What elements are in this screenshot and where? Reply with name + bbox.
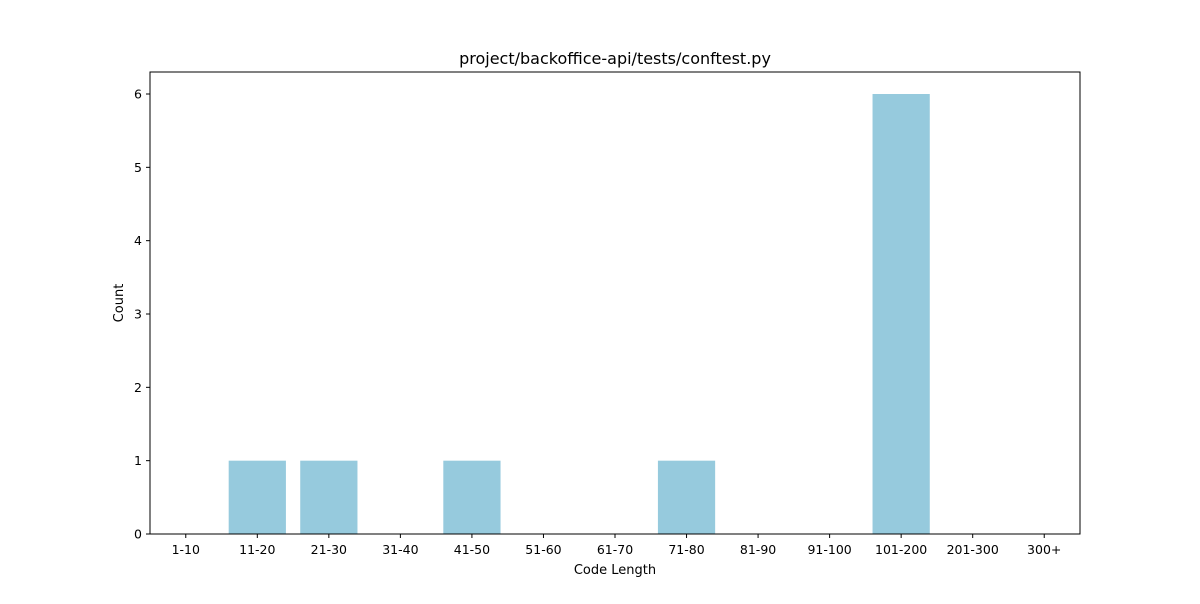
y-axis: 0 1 2 3 4 5 6 <box>134 87 150 542</box>
x-axis: 1-10 11-20 21-30 31-40 41-50 51-60 61-70 71-80 8… <box>172 534 1061 557</box>
x-tick-label: 31-40 <box>382 542 418 557</box>
x-tick-label: 21-30 <box>311 542 347 557</box>
bar-11-20 <box>228 460 286 534</box>
chart-title: project/backoffice-api/tests/conftest.py <box>459 49 771 68</box>
x-tick-label: 91-100 <box>807 542 851 557</box>
plot-area <box>228 94 930 534</box>
x-tick-label: 81-90 <box>740 542 776 557</box>
y-tick-label: 1 <box>134 453 142 468</box>
bar-21-30 <box>300 460 358 534</box>
x-tick-label: 300+ <box>1027 542 1061 557</box>
y-tick-label: 2 <box>134 380 142 395</box>
x-tick-label: 201-300 <box>947 542 999 557</box>
x-tick-label: 11-20 <box>239 542 275 557</box>
bar-101-200 <box>872 94 930 534</box>
x-tick-label: 71-80 <box>668 542 704 557</box>
bar-71-80 <box>657 460 716 534</box>
x-axis-label: Code Length <box>574 563 656 578</box>
x-tick-label: 101-200 <box>875 542 927 557</box>
y-tick-label: 6 <box>134 87 142 102</box>
x-tick-label: 61-70 <box>597 542 633 557</box>
y-tick-label: 5 <box>134 160 142 175</box>
x-tick-label: 1-10 <box>172 542 200 557</box>
y-tick-label: 4 <box>134 233 142 248</box>
x-tick-label: 41-50 <box>454 542 490 557</box>
y-tick-label: 3 <box>134 307 142 322</box>
y-axis-label: Count <box>112 284 127 323</box>
x-tick-label: 51-60 <box>525 542 561 557</box>
bar-41-50 <box>443 460 501 534</box>
y-tick-label: 0 <box>134 527 142 542</box>
